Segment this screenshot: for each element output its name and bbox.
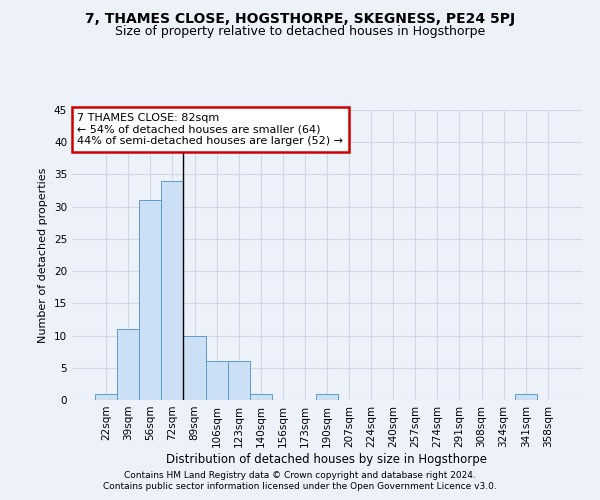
Text: 7 THAMES CLOSE: 82sqm
← 54% of detached houses are smaller (64)
44% of semi-deta: 7 THAMES CLOSE: 82sqm ← 54% of detached … xyxy=(77,113,343,146)
Bar xyxy=(515,394,537,400)
Y-axis label: Number of detached properties: Number of detached properties xyxy=(38,168,49,342)
Bar xyxy=(227,362,250,400)
Bar xyxy=(250,394,272,400)
Text: 7, THAMES CLOSE, HOGSTHORPE, SKEGNESS, PE24 5PJ: 7, THAMES CLOSE, HOGSTHORPE, SKEGNESS, P… xyxy=(85,12,515,26)
Bar xyxy=(117,329,139,400)
Bar xyxy=(95,394,117,400)
Bar xyxy=(206,362,227,400)
Bar xyxy=(161,181,184,400)
Text: Contains public sector information licensed under the Open Government Licence v3: Contains public sector information licen… xyxy=(103,482,497,491)
Bar xyxy=(316,394,338,400)
Bar xyxy=(139,200,161,400)
Text: Contains HM Land Registry data © Crown copyright and database right 2024.: Contains HM Land Registry data © Crown c… xyxy=(124,471,476,480)
Bar xyxy=(184,336,206,400)
Text: Size of property relative to detached houses in Hogsthorpe: Size of property relative to detached ho… xyxy=(115,25,485,38)
X-axis label: Distribution of detached houses by size in Hogsthorpe: Distribution of detached houses by size … xyxy=(167,452,487,466)
